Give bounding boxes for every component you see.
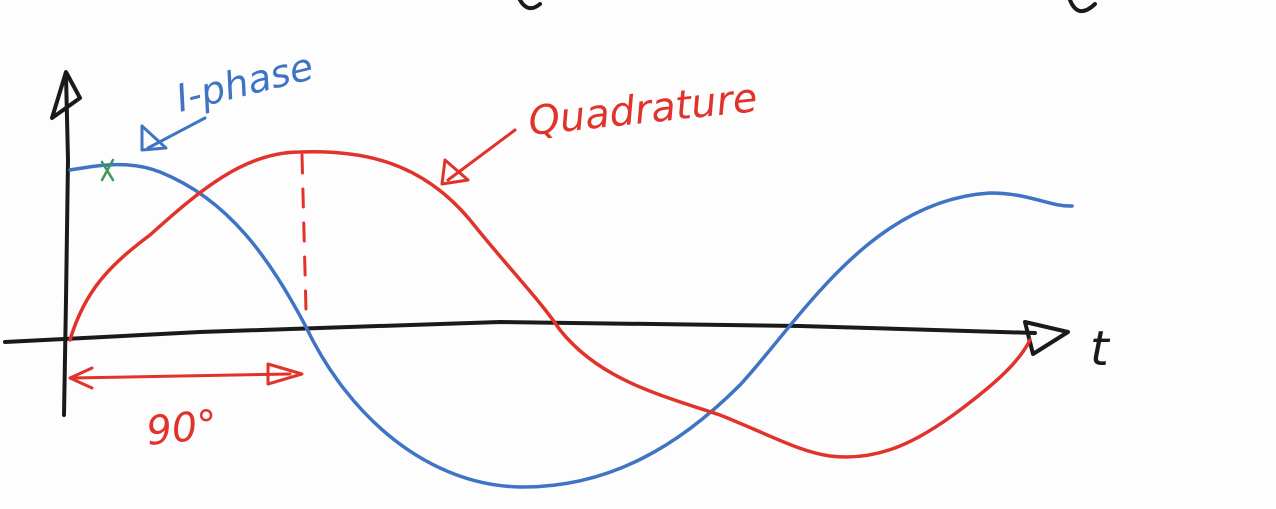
in-phase-pointer-arrow [146, 116, 207, 150]
quadrature-peak-dashed-line [300, 153, 308, 312]
vertical-axis-arrowhead [50, 70, 82, 120]
vertical-axis [62, 73, 70, 417]
in-phase-label: I-phase [172, 44, 318, 120]
in-phase-pointer-arrowhead [140, 124, 168, 152]
time-axis-arrowhead [1023, 320, 1070, 356]
phase-shift-label: 90° [144, 402, 219, 455]
phase-shift-arrowhead-right [266, 362, 304, 386]
cropped-handwriting-left [518, 0, 542, 11]
start-marker-x [100, 158, 115, 182]
quadrature-pointer-arrowhead [440, 158, 470, 186]
in-phase-curve [68, 162, 1074, 489]
quadrature-curve [68, 150, 1032, 459]
phase-shift-arrow [70, 372, 292, 380]
time-axis-label: t [1090, 321, 1111, 377]
cropped-handwriting-right [1068, 0, 1097, 13]
phase-shift-arrowhead-left [68, 366, 94, 390]
quadrature-label: Quadrature [526, 75, 759, 145]
time-axis [3, 320, 1037, 344]
